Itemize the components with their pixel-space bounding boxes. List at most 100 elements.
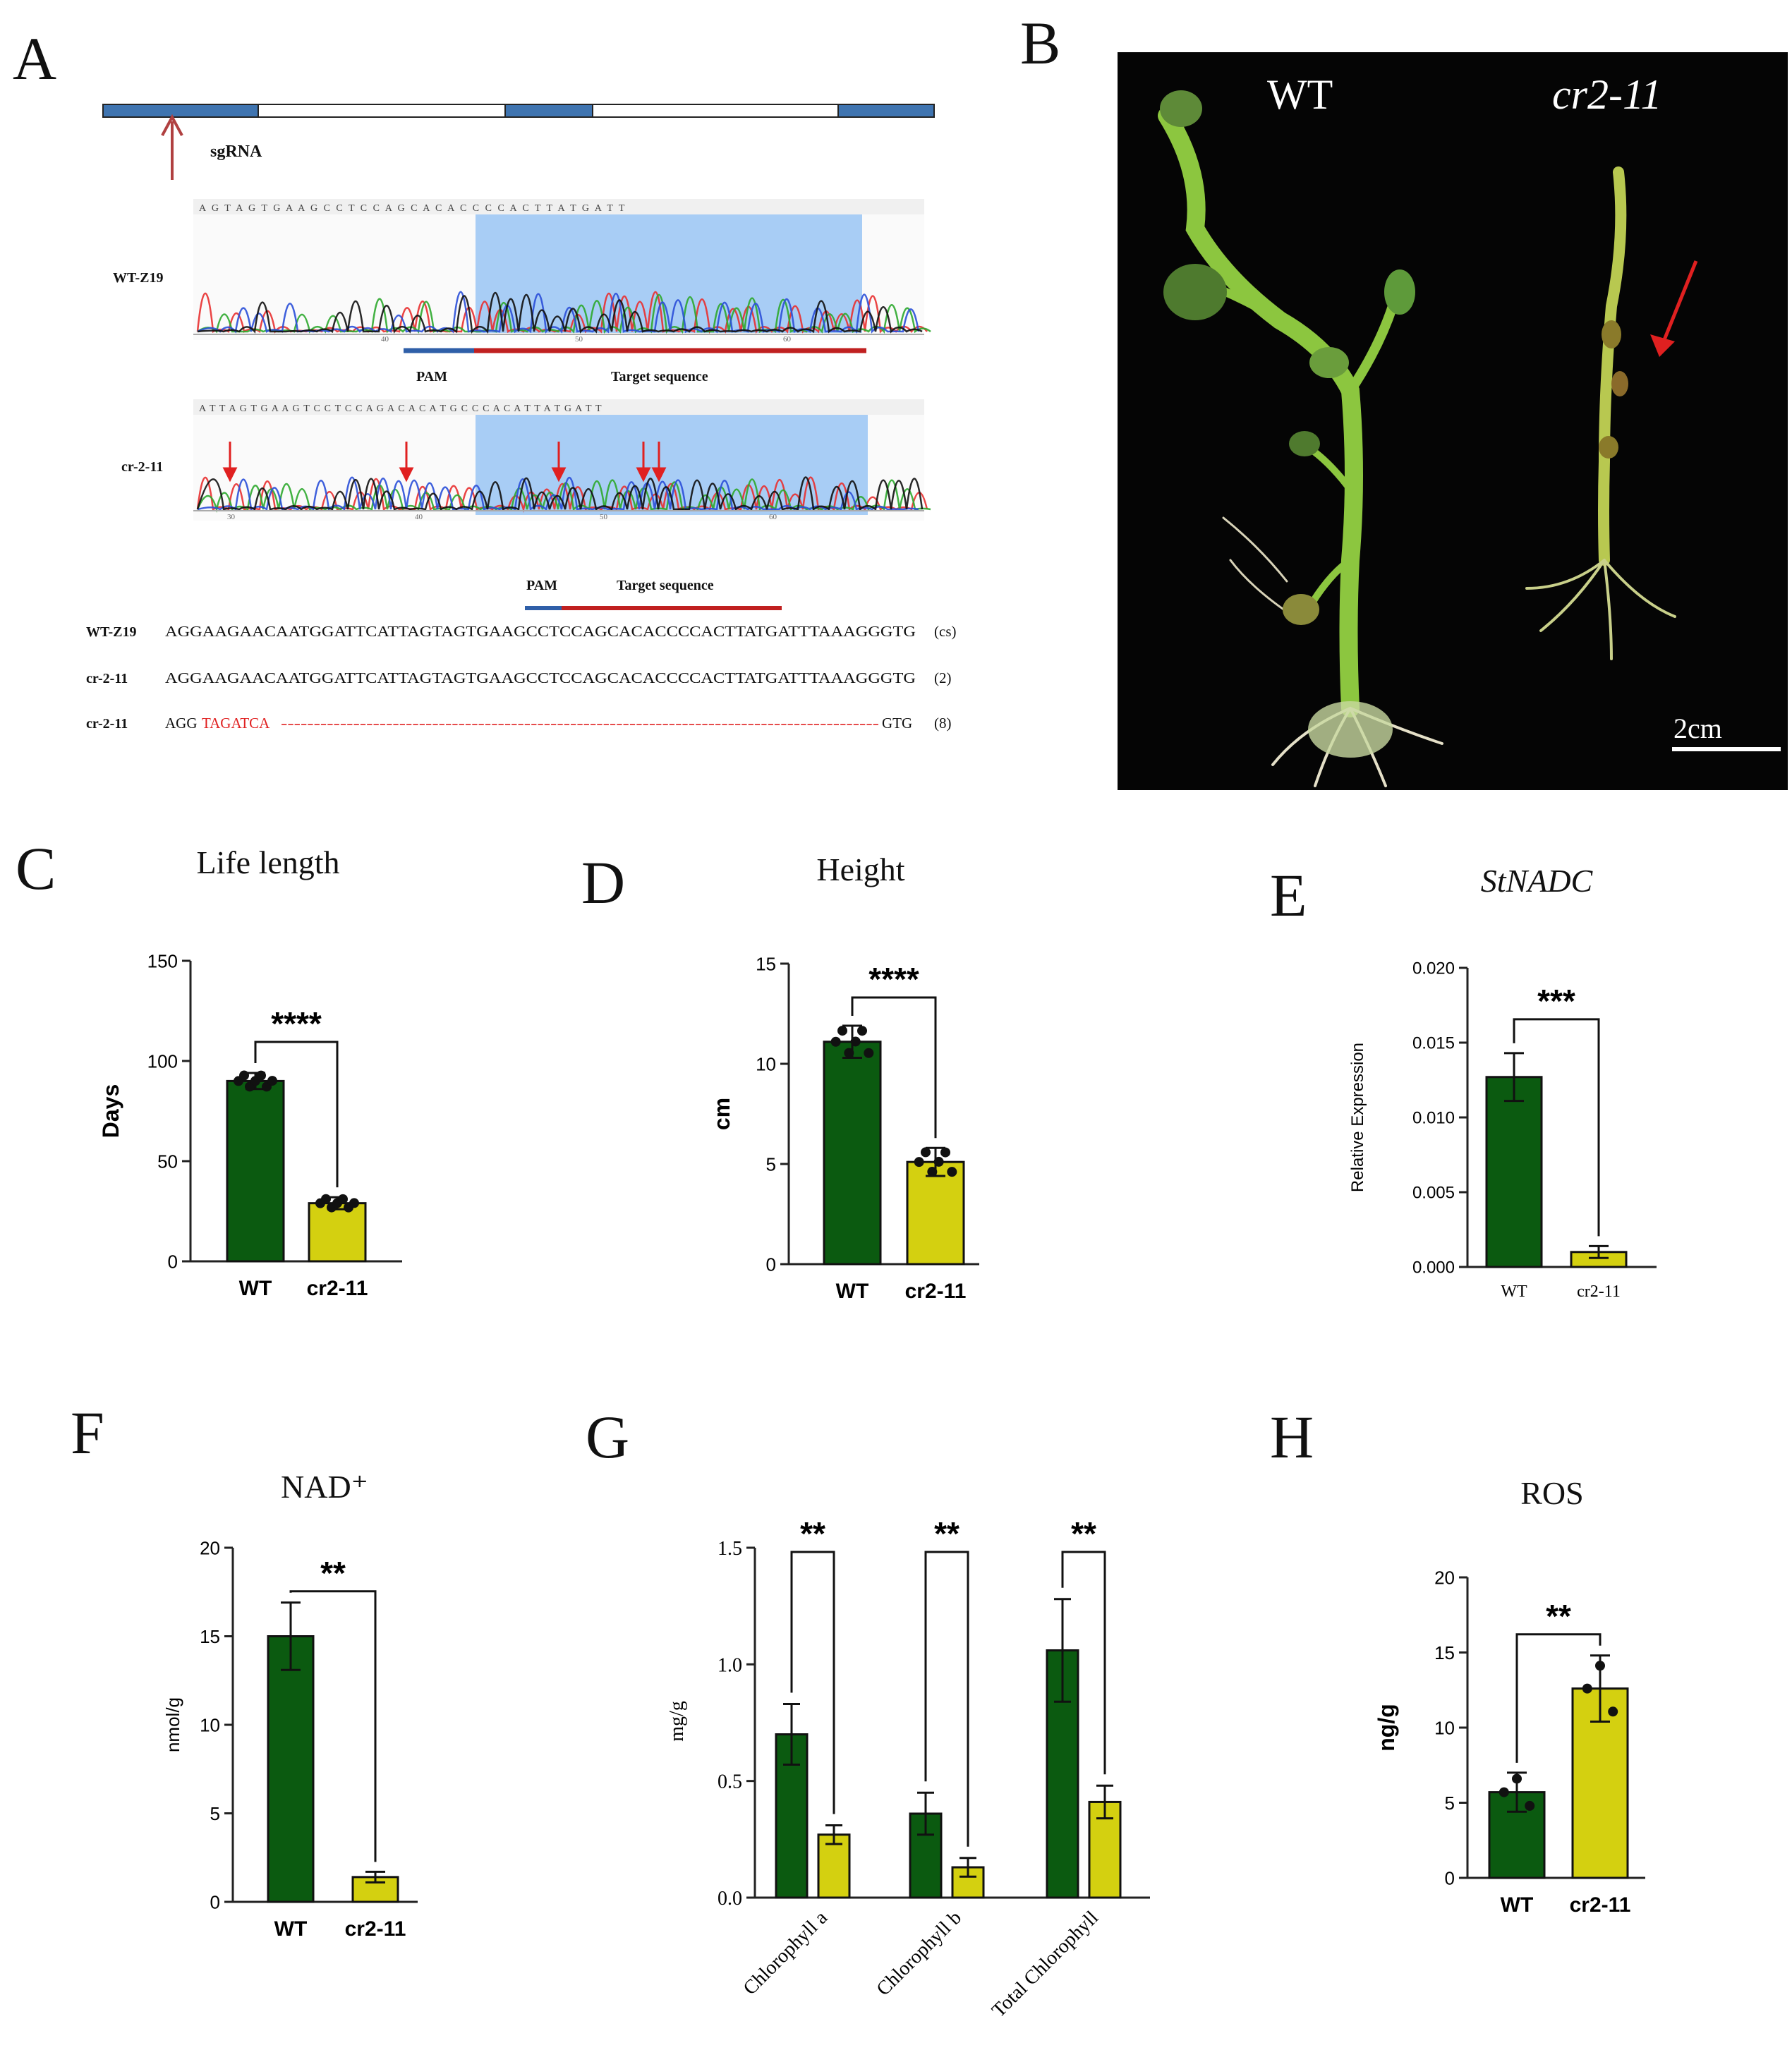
target-label-1: Target sequence	[611, 369, 708, 384]
bar-WT	[823, 1041, 882, 1266]
bar-WT	[267, 1635, 315, 1903]
x-tick-label: cr2-11	[1577, 1282, 1621, 1301]
bar-Chlorophyll b-0	[909, 1812, 943, 1899]
data-point	[927, 1167, 938, 1177]
data-point	[267, 1076, 277, 1086]
mutation-arrows	[222, 442, 667, 483]
x-tick-label: cr2-11	[905, 1280, 967, 1303]
data-point	[239, 1070, 249, 1081]
significance-bracket	[851, 996, 937, 1139]
data-point	[844, 1048, 854, 1058]
y-axis-label: cm	[709, 1098, 734, 1130]
svg-text:TAGATCA: TAGATCA	[202, 715, 270, 732]
significance-bracket	[790, 1551, 835, 1814]
svg-text:cr-2-11: cr-2-11	[86, 671, 128, 686]
svg-text:60: 60	[769, 513, 777, 521]
svg-text:------------------------------: ----------------------------------------…	[281, 715, 879, 732]
data-point	[933, 1156, 944, 1167]
y-axis-label: Days	[98, 1084, 123, 1139]
significance-bracket	[924, 1551, 969, 1847]
y-tick-label: 15	[1434, 1642, 1455, 1663]
bar-Chlorophyll a-1	[817, 1833, 851, 1899]
trace-3	[197, 292, 923, 334]
x-tick-label: WT	[1501, 1893, 1534, 1917]
y-tick-label: 0.0	[718, 1888, 742, 1910]
svg-text:(cs): (cs)	[934, 623, 956, 640]
chart-title-d: Height	[816, 851, 905, 887]
svg-text:60: 60	[783, 335, 792, 344]
svg-text:AGG: AGG	[165, 715, 198, 732]
y-tick-label: 10	[200, 1714, 220, 1735]
svg-text:50: 50	[600, 513, 608, 521]
svg-text:40: 40	[415, 513, 423, 521]
y-tick-label: 0	[168, 1251, 178, 1272]
data-point	[914, 1157, 924, 1167]
axes: 0 5 10 15 20 nmol/g	[162, 1537, 418, 1912]
y-tick-label: 1.5	[718, 1538, 742, 1560]
alignment-row-3: cr-2-11 AGG TAGATCA --------------------…	[86, 715, 952, 732]
gene-structure: sgRNA A G T A G T G A A G C C T C C A G …	[86, 104, 956, 732]
chromatogram-wt: A G T A G T G A A G C C T C C A G C A C …	[113, 199, 931, 344]
bar-WT	[1485, 1076, 1543, 1268]
svg-text:WT-Z19: WT-Z19	[86, 624, 137, 640]
y-axis-label: mg/g	[666, 1701, 688, 1742]
y-axis-label: nmol/g	[162, 1697, 183, 1752]
svg-text:GTG: GTG	[882, 715, 912, 732]
exon-1	[102, 104, 259, 118]
y-tick-label: 150	[147, 950, 178, 971]
alignment-row-1: WT-Z19 AGGAAGAACAATGGATTCATTAGTAGTGAAGCC…	[86, 623, 956, 640]
chromatogram-label-wt: WT-Z19	[113, 270, 164, 286]
significance-label: **	[934, 1515, 959, 1552]
y-tick-label: 0.015	[1412, 1034, 1455, 1053]
x-tick-label: cr2-11	[345, 1917, 406, 1941]
y-axis-label: ng/g	[1374, 1704, 1399, 1752]
y-tick-label: 15	[200, 1626, 220, 1647]
data-point	[921, 1147, 931, 1158]
svg-text:A G T A G T G A A G C C T C C: A G T A G T G A A G C C T C C A G C A C …	[199, 203, 626, 214]
significance-label: **	[320, 1555, 346, 1591]
data-point	[940, 1147, 950, 1158]
significance-bracket	[289, 1590, 377, 1862]
x-tick-label: cr2-11	[307, 1277, 368, 1300]
significance-label: **	[1071, 1515, 1096, 1552]
x-tick-label: WT	[836, 1280, 869, 1303]
exon-3	[837, 104, 935, 118]
data-point	[349, 1198, 359, 1208]
trace-2	[197, 291, 920, 334]
data-point	[864, 1048, 874, 1058]
y-tick-label: 15	[756, 953, 776, 974]
svg-text:50: 50	[575, 335, 583, 344]
panel-letter-e: E	[1270, 861, 1307, 929]
x-tick-label: cr2-11	[1570, 1893, 1631, 1917]
data-point	[830, 1036, 841, 1047]
x-tick-label: WT	[1501, 1282, 1527, 1301]
data-point	[857, 1026, 867, 1036]
target-label-2: Target sequence	[617, 578, 714, 593]
data-point	[321, 1194, 331, 1204]
significance-label: ***	[1537, 983, 1575, 1019]
significance-bracket	[254, 1041, 339, 1188]
data-point	[1608, 1706, 1618, 1717]
panel-letter-b: B	[1020, 9, 1061, 77]
chart-title-e: StNADC	[1480, 863, 1593, 899]
svg-text:AGGAAGAACAATGGATTCATTAGTAGTGAA: AGGAAGAACAATGGATTCATTAGTAGTGAAGCCTCCAGCA…	[165, 623, 916, 640]
chromatogram-mutant: A T T A G T G A A G T C C T C C A G A C …	[121, 399, 931, 521]
trace-2	[197, 476, 919, 511]
svg-text:30: 30	[227, 513, 236, 521]
bar-cr2-11	[308, 1202, 367, 1263]
data-point	[1595, 1661, 1605, 1671]
y-tick-label: 20	[1434, 1567, 1455, 1588]
svg-text:(2): (2)	[934, 669, 952, 686]
significance-bracket	[1061, 1551, 1106, 1775]
y-tick-label: 100	[147, 1050, 178, 1072]
panel-letter-f: F	[71, 1399, 104, 1467]
bar-cr2-11	[906, 1160, 965, 1266]
chromatogram-label-mutant: cr-2-11	[121, 459, 163, 475]
mutant-plant	[1525, 166, 1676, 660]
svg-text:AGGAAGAACAATGGATTCATTAGTAGTGAA: AGGAAGAACAATGGATTCATTAGTAGTGAAGCCTCCAGCA…	[165, 669, 916, 686]
